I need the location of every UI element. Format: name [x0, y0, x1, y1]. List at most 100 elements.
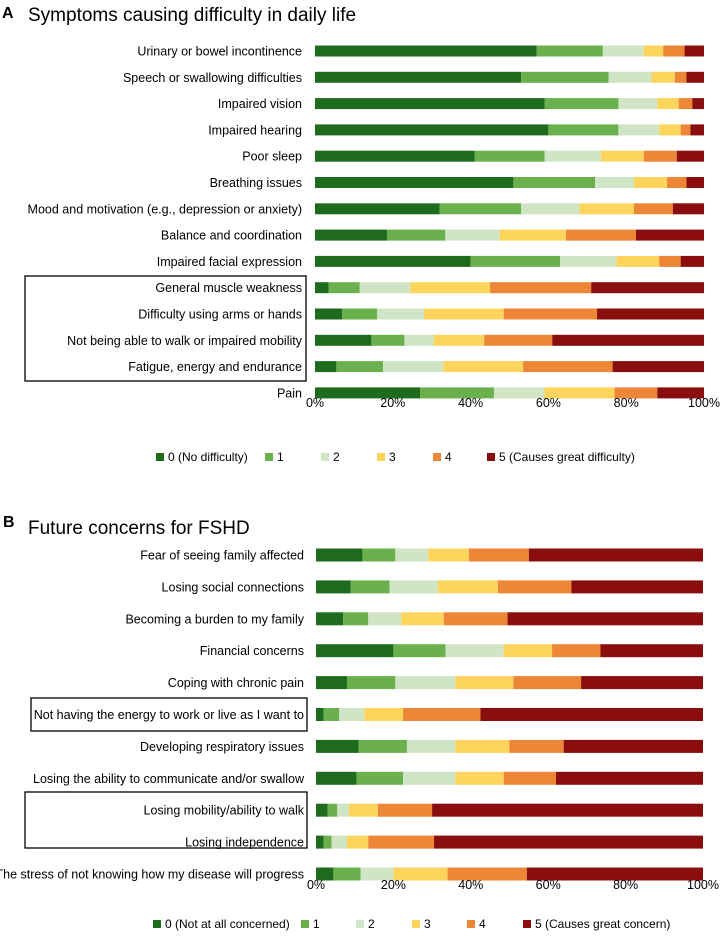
legend-swatch-5-causes-great-difficulty [487, 453, 495, 461]
bar-segment-speech-or-swallowing-difficulties-level-2 [608, 71, 652, 83]
bar-segment-balance-and-coordination-level-3 [499, 229, 566, 241]
bar-segment-becoming-a-burden-to-my-family-level-3 [401, 612, 444, 626]
category-label-not-being-able-to-walk-or-impaired-mobility: Not being able to walk or impaired mobil… [67, 334, 303, 348]
bar-segment-mood-and-motivation-e-g-depression-or-anxiety-level-3 [579, 203, 634, 215]
panel-b-category-labels: Fear of seeing family affected Losing soc… [0, 549, 305, 882]
bar-segment-pain-level-2 [493, 387, 545, 399]
bar-segment-developing-respiratory-issues-level-3 [455, 739, 510, 753]
bar-segment-impaired-facial-expression-level-4 [659, 255, 681, 267]
bar-segment-impaired-facial-expression-level-1 [470, 255, 561, 267]
bar-segment-losing-the-ability-to-communicate-and-or-swallow-level-5 [555, 771, 703, 785]
bar-segment-the-stress-of-not-knowing-how-my-disease-will-progress-level-5 [526, 867, 703, 881]
category-label-poor-sleep: Poor sleep [242, 150, 302, 164]
bar-segment-impaired-hearing-level-0 [315, 124, 549, 136]
panel-b-letter: B [3, 514, 15, 531]
legend-swatch-4 [467, 920, 475, 928]
bar-segment-not-being-able-to-walk-or-impaired-mobility-level-3 [433, 334, 485, 346]
bar-segment-not-having-the-energy-to-work-or-live-as-i-want-to-level-3 [364, 708, 404, 721]
x-tick-label-60: 60% [536, 396, 561, 410]
bar-segment-losing-independence-level-0 [316, 835, 324, 849]
category-label-balance-and-coordination: Balance and coordination [161, 229, 302, 243]
bar-segment-becoming-a-burden-to-my-family-level-2 [368, 612, 402, 626]
bar-segment-not-being-able-to-walk-or-impaired-mobility-level-4 [484, 334, 553, 346]
bar-segment-balance-and-coordination-level-2 [445, 229, 500, 241]
bar-segment-urinary-or-bowel-incontinence-level-1 [536, 45, 603, 57]
legend-label-1: 1 [313, 917, 320, 931]
bar-segment-losing-independence-level-5 [434, 835, 703, 849]
panel-a-x-axis: 0% 20% 40% 60% 80% 100% [306, 396, 720, 410]
bar-segment-general-muscle-weakness-level-3 [410, 282, 491, 294]
category-label-speech-or-swallowing-difficulties: Speech or swallowing difficulties [123, 71, 302, 85]
panel-a-title: Symptoms causing difficulty in daily lif… [28, 5, 356, 26]
bar-segment-mood-and-motivation-e-g-depression-or-anxiety-level-2 [521, 203, 580, 215]
panel-b-highlight-box [24, 697, 308, 849]
bar-segment-developing-respiratory-issues-level-0 [316, 739, 359, 753]
bar-segment-poor-sleep-level-5 [676, 150, 704, 162]
bar-segment-impaired-vision-level-1 [544, 98, 619, 110]
category-label-mood-and-motivation-e-g-depression-or-anxiety: Mood and motivation (e.g., depression or… [28, 202, 302, 216]
bar-segment-fatigue-energy-and-endurance-level-0 [315, 361, 337, 373]
bar-segment-fear-of-seeing-family-affected-level-1 [362, 548, 396, 562]
highlight-box-2 [30, 697, 308, 732]
bar-segment-losing-the-ability-to-communicate-and-or-swallow-level-2 [403, 771, 456, 785]
legend-swatch-1 [301, 920, 309, 928]
bar-segment-balance-and-coordination-level-1 [386, 229, 446, 241]
highlight-box-1 [24, 275, 307, 382]
bar-segment-losing-mobility-ability-to-walk-level-0 [316, 803, 328, 817]
legend-swatch-0-no-difficulty [156, 453, 164, 461]
bar-segment-the-stress-of-not-knowing-how-my-disease-will-progress-level-4 [447, 867, 527, 881]
panel-a-legend: 0 (No difficulty) 1 2 3 4 5 (Causes great dif… [156, 450, 635, 464]
bar-segment-fear-of-seeing-family-affected-level-0 [316, 548, 363, 562]
x-tick-label-0: 0% [307, 878, 325, 892]
bar-segment-impaired-hearing-level-3 [659, 124, 681, 136]
bar-segment-urinary-or-bowel-incontinence-level-4 [663, 45, 685, 57]
bar-segment-pain-level-3 [544, 387, 615, 399]
category-label-losing-social-connections: Losing social connections [162, 580, 304, 594]
bar-segment-losing-mobility-ability-to-walk-level-2 [337, 803, 349, 817]
bar-segment-losing-independence-level-4 [368, 835, 435, 849]
panel-a-highlight-box [24, 275, 307, 382]
panel-b-legend: 0 (Not at all concerned) 1 2 3 4 5 (Causes gr… [153, 917, 670, 931]
x-tick-label-20: 20% [380, 396, 405, 410]
category-label-developing-respiratory-issues: Developing respiratory issues [140, 740, 304, 754]
bar-segment-urinary-or-bowel-incontinence-level-3 [643, 45, 664, 57]
x-tick-label-40: 40% [458, 878, 483, 892]
bar-segment-financial-concerns-level-1 [393, 644, 446, 658]
bar-segment-urinary-or-bowel-incontinence-level-2 [602, 45, 644, 57]
bar-segment-speech-or-swallowing-difficulties-level-4 [674, 71, 687, 83]
legend-swatch-3 [412, 920, 420, 928]
legend-swatch-0-not-at-all-concerned [153, 920, 161, 928]
x-tick-label-80: 80% [613, 878, 638, 892]
highlight-box-1 [24, 791, 308, 849]
bar-segment-losing-the-ability-to-communicate-and-or-swallow-level-4 [503, 771, 556, 785]
bar-segment-poor-sleep-level-1 [474, 150, 545, 162]
x-tick-label-100: 100% [687, 878, 719, 892]
bar-segment-breathing-issues-level-1 [513, 177, 596, 188]
legend-swatch-2 [356, 920, 364, 928]
bar-segment-losing-social-connections-level-1 [350, 580, 390, 594]
bar-segment-losing-independence-level-3 [346, 835, 369, 849]
bar-segment-fatigue-energy-and-endurance-level-2 [383, 361, 444, 373]
bar-segment-balance-and-coordination-level-4 [565, 229, 636, 241]
bar-segment-not-being-able-to-walk-or-impaired-mobility-level-1 [371, 334, 405, 346]
panel-a-category-labels: Urinary or bowel incontinence Speech or s… [28, 45, 303, 401]
panel-a-letter: A [2, 5, 14, 22]
bar-segment-difficulty-using-arms-or-hands-level-0 [315, 308, 343, 320]
legend-label-5-causes-great-concern: 5 (Causes great concern) [535, 917, 670, 931]
bar-segment-becoming-a-burden-to-my-family-level-4 [443, 612, 508, 626]
bar-segment-breathing-issues-level-4 [667, 177, 687, 188]
bar-segment-urinary-or-bowel-incontinence-level-5 [684, 45, 704, 57]
legend-swatch-3 [377, 453, 385, 461]
bar-segment-fatigue-energy-and-endurance-level-5 [612, 361, 705, 373]
category-label-pain: Pain [277, 386, 302, 400]
bar-segment-fear-of-seeing-family-affected-level-3 [428, 548, 469, 562]
bar-segment-breathing-issues-level-2 [595, 177, 634, 188]
bar-segment-difficulty-using-arms-or-hands-level-1 [342, 308, 378, 320]
bar-segment-becoming-a-burden-to-my-family-level-0 [316, 612, 344, 626]
bar-segment-urinary-or-bowel-incontinence-level-0 [315, 45, 537, 57]
panel-b-bars [316, 548, 704, 881]
bar-segment-impaired-hearing-level-4 [680, 124, 691, 136]
bar-segment-impaired-vision-level-3 [657, 98, 679, 110]
bar-segment-general-muscle-weakness-level-5 [591, 282, 704, 294]
